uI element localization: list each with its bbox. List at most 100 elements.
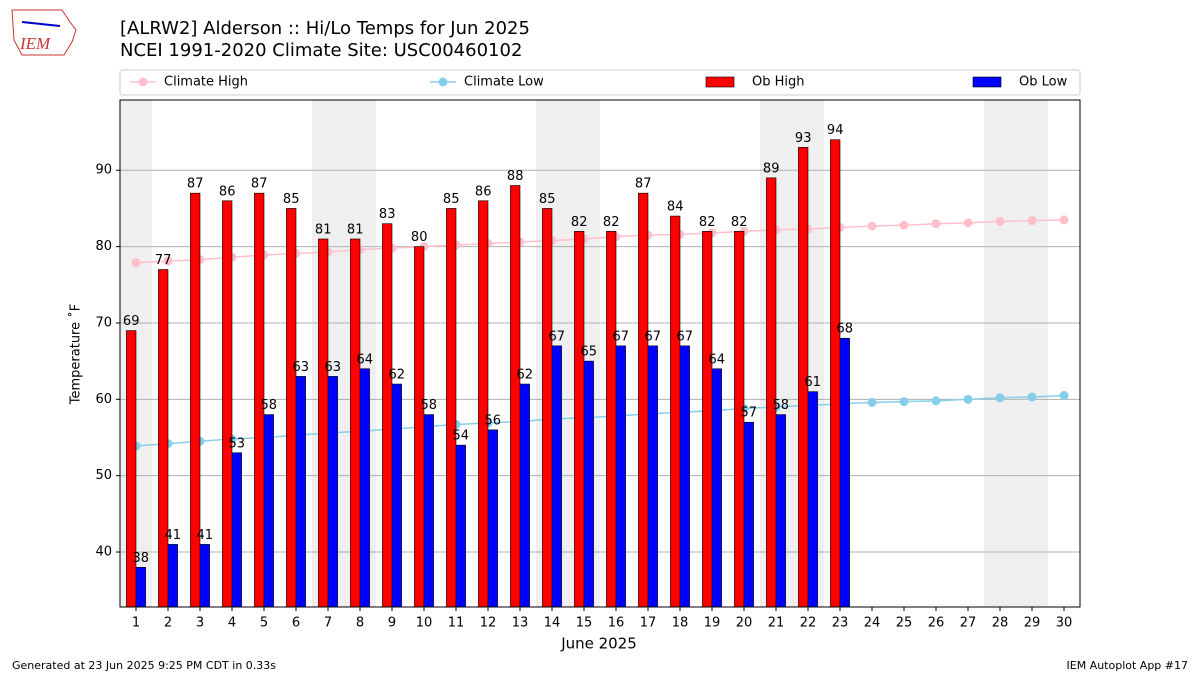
x-tick-label: 26 xyxy=(928,616,945,631)
bar xyxy=(190,192,201,608)
bar-value-label: 67 xyxy=(677,329,694,344)
line-point xyxy=(995,393,1005,403)
y-tick-label: 70 xyxy=(95,315,112,330)
line-point xyxy=(867,397,877,407)
x-tick-label: 22 xyxy=(800,616,817,631)
x-tick-label: 28 xyxy=(992,616,1009,631)
line-point xyxy=(931,219,941,229)
x-tick-label: 16 xyxy=(608,616,625,631)
bar xyxy=(583,360,594,608)
bar-value-label: 82 xyxy=(731,215,748,230)
bar xyxy=(775,414,786,608)
legend-marker xyxy=(138,77,148,87)
bar-value-label: 53 xyxy=(229,436,246,451)
x-tick-label: 12 xyxy=(480,616,497,631)
x-tick-label: 13 xyxy=(512,616,529,631)
bar-value-label: 58 xyxy=(421,398,438,413)
bar-value-label: 80 xyxy=(411,230,428,245)
bar xyxy=(839,337,850,608)
bar xyxy=(222,200,233,608)
weekend-band xyxy=(1016,100,1048,607)
bar-value-label: 54 xyxy=(453,429,470,444)
x-tick-label: 27 xyxy=(960,616,977,631)
bar xyxy=(766,177,777,608)
bar xyxy=(743,421,754,608)
bar-value-label: 82 xyxy=(699,215,716,230)
footer-left: Generated at 23 Jun 2025 9:25 PM CDT in … xyxy=(12,659,276,672)
bar-value-label: 67 xyxy=(549,329,566,344)
legend xyxy=(119,69,1081,96)
y-tick-label: 60 xyxy=(95,392,112,407)
x-tick-label: 15 xyxy=(576,616,593,631)
x-tick-label: 29 xyxy=(1024,616,1041,631)
bar-value-label: 64 xyxy=(357,352,374,367)
bar xyxy=(615,345,626,608)
bar xyxy=(711,368,722,608)
x-tick-label: 20 xyxy=(736,616,753,631)
line-point xyxy=(995,216,1005,226)
x-tick-label: 25 xyxy=(896,616,913,631)
bar-value-label: 87 xyxy=(187,177,204,192)
x-tick-label: 2 xyxy=(164,616,172,631)
line-point xyxy=(899,397,909,407)
bar xyxy=(158,269,169,608)
y-tick-label: 40 xyxy=(95,545,112,560)
bar xyxy=(167,544,178,608)
bar xyxy=(670,215,681,608)
line-point xyxy=(1059,390,1069,400)
bar xyxy=(359,368,370,608)
bar-value-label: 67 xyxy=(613,329,630,344)
bar xyxy=(263,414,274,608)
bar-value-label: 77 xyxy=(155,253,172,268)
x-tick-label: 9 xyxy=(388,616,396,631)
logo: IEM xyxy=(11,9,77,56)
x-tick-label: 3 xyxy=(196,616,204,631)
bar-value-label: 85 xyxy=(443,192,460,207)
weekend-band xyxy=(984,100,1016,607)
legend-label: Climate Low xyxy=(464,75,544,90)
x-tick-label: 14 xyxy=(544,616,561,631)
y-tick-label: 80 xyxy=(95,239,112,254)
bar-value-label: 68 xyxy=(837,322,854,337)
bar-value-label: 63 xyxy=(325,360,342,375)
bar xyxy=(382,223,393,608)
bar-value-label: 82 xyxy=(571,215,588,230)
bar xyxy=(551,345,562,608)
bar-value-label: 41 xyxy=(165,528,182,543)
x-tick-label: 17 xyxy=(640,616,657,631)
bar xyxy=(638,192,649,608)
bar-value-label: 93 xyxy=(795,131,812,146)
y-tick-label: 50 xyxy=(95,468,112,483)
bar-value-label: 64 xyxy=(709,352,726,367)
bar xyxy=(647,345,658,608)
bar xyxy=(199,544,210,608)
bar-value-label: 63 xyxy=(293,360,310,375)
bar-value-label: 62 xyxy=(389,368,406,383)
x-tick-label: 19 xyxy=(704,616,721,631)
bar-value-label: 86 xyxy=(219,184,236,199)
x-tick-label: 21 xyxy=(768,616,785,631)
bar-value-label: 65 xyxy=(581,345,598,360)
x-tick-label: 5 xyxy=(260,616,268,631)
bar xyxy=(542,208,553,608)
line-point xyxy=(163,256,173,266)
legend-marker xyxy=(438,77,448,87)
bar-value-label: 87 xyxy=(635,177,652,192)
bar xyxy=(807,391,818,608)
line-point xyxy=(867,221,877,231)
bar-value-label: 81 xyxy=(347,222,364,237)
x-axis-label: June 2025 xyxy=(560,635,637,653)
bar xyxy=(350,238,361,608)
bar-value-label: 85 xyxy=(283,192,300,207)
bar-value-label: 85 xyxy=(539,192,556,207)
bar xyxy=(135,566,146,608)
bar xyxy=(286,208,297,608)
legend-swatch xyxy=(972,76,1002,88)
bar-value-label: 69 xyxy=(123,314,140,329)
y-axis-label: Temperature ˚F xyxy=(68,304,84,405)
bar xyxy=(231,452,242,608)
bar-value-label: 86 xyxy=(475,184,492,199)
bar xyxy=(830,139,841,608)
bar-value-label: 84 xyxy=(667,200,684,215)
